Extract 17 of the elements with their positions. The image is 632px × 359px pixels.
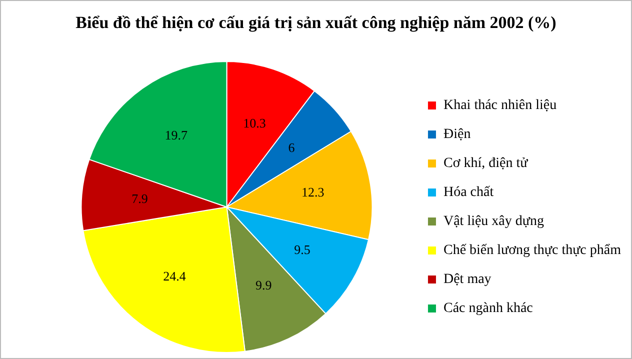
chart-title: Biểu đồ thể hiện cơ cấu giá trị sản xuất công nghiệp năm 2002 (%): [74, 12, 558, 34]
legend-label: Chế biến lương thực thực phẩm: [443, 243, 622, 258]
data-label: 12.3: [302, 184, 324, 200]
legend-label: Khai thác nhiên liệu: [443, 98, 557, 114]
data-label: 9.5: [294, 242, 310, 258]
legend-label: Cơ khí, điện tử: [443, 156, 528, 172]
data-label: 9.9: [256, 278, 272, 293]
legend-label: Điện: [443, 127, 471, 142]
data-label: 10.3: [243, 116, 266, 131]
legend-label: Hóa chất: [443, 185, 494, 200]
legend-label: Vật liệu xây dựng: [443, 214, 544, 230]
data-label: 24.4: [163, 268, 186, 284]
legend-label: Dệt may: [443, 272, 492, 288]
legend-label: Các ngành khác: [443, 301, 533, 316]
data-label: 6: [288, 140, 296, 155]
data-label: 19.7: [164, 127, 188, 142]
data-label: 7.9: [132, 191, 148, 206]
